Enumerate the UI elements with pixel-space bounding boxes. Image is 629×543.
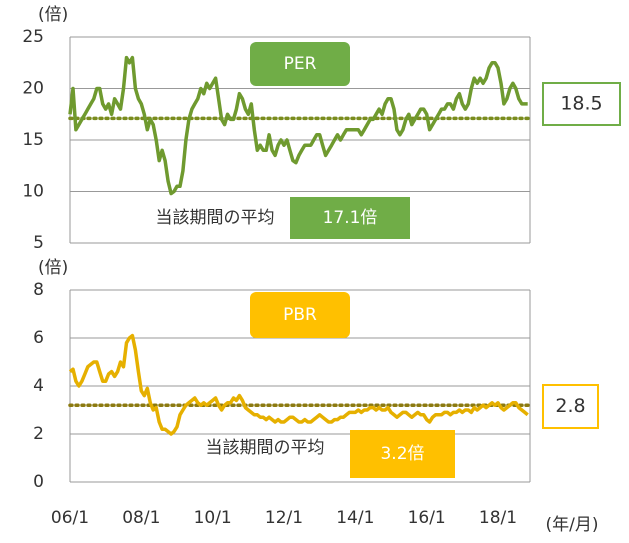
x-tick-label: 08/1 (122, 508, 160, 528)
average-box (350, 430, 455, 478)
chart-title: PER (284, 54, 317, 74)
average-label: 3.2倍 (380, 444, 424, 464)
chart-title: PBR (283, 305, 317, 325)
x-tick-label: 14/1 (336, 508, 374, 528)
y-tick-label: 5 (33, 233, 44, 253)
x-tick-label: 06/1 (51, 508, 89, 528)
x-axis-label: (年/月) (546, 515, 599, 535)
x-tick-label: 12/1 (265, 508, 303, 528)
latest-value: 18.5 (560, 93, 602, 115)
unit-label: (倍) (38, 5, 68, 25)
y-tick-label: 6 (33, 328, 44, 348)
x-tick-label: 18/1 (479, 508, 517, 528)
data-line (68, 333, 529, 436)
latest-box (542, 384, 599, 429)
y-tick-label: 20 (22, 79, 44, 99)
y-tick-label: 15 (22, 130, 44, 150)
y-tick-label: 10 (22, 182, 44, 202)
average-box (290, 197, 410, 239)
latest-value: 2.8 (555, 395, 585, 417)
unit-label: (倍) (38, 258, 68, 278)
y-tick-label: 8 (33, 280, 44, 300)
x-tick-label: 10/1 (194, 508, 232, 528)
average-label: 17.1倍 (323, 208, 378, 228)
data-line (68, 55, 528, 196)
y-tick-label: 4 (33, 376, 44, 396)
y-tick-label: 25 (22, 27, 44, 47)
average-caption: 当該期間の平均 (206, 438, 325, 458)
y-tick-label: 2 (33, 424, 44, 444)
latest-box (542, 82, 621, 126)
x-tick-label: 16/1 (408, 508, 446, 528)
title-box (250, 292, 350, 338)
y-tick-label: 0 (33, 472, 44, 492)
title-box (250, 42, 350, 86)
average-caption: 当該期間の平均 (156, 208, 275, 228)
